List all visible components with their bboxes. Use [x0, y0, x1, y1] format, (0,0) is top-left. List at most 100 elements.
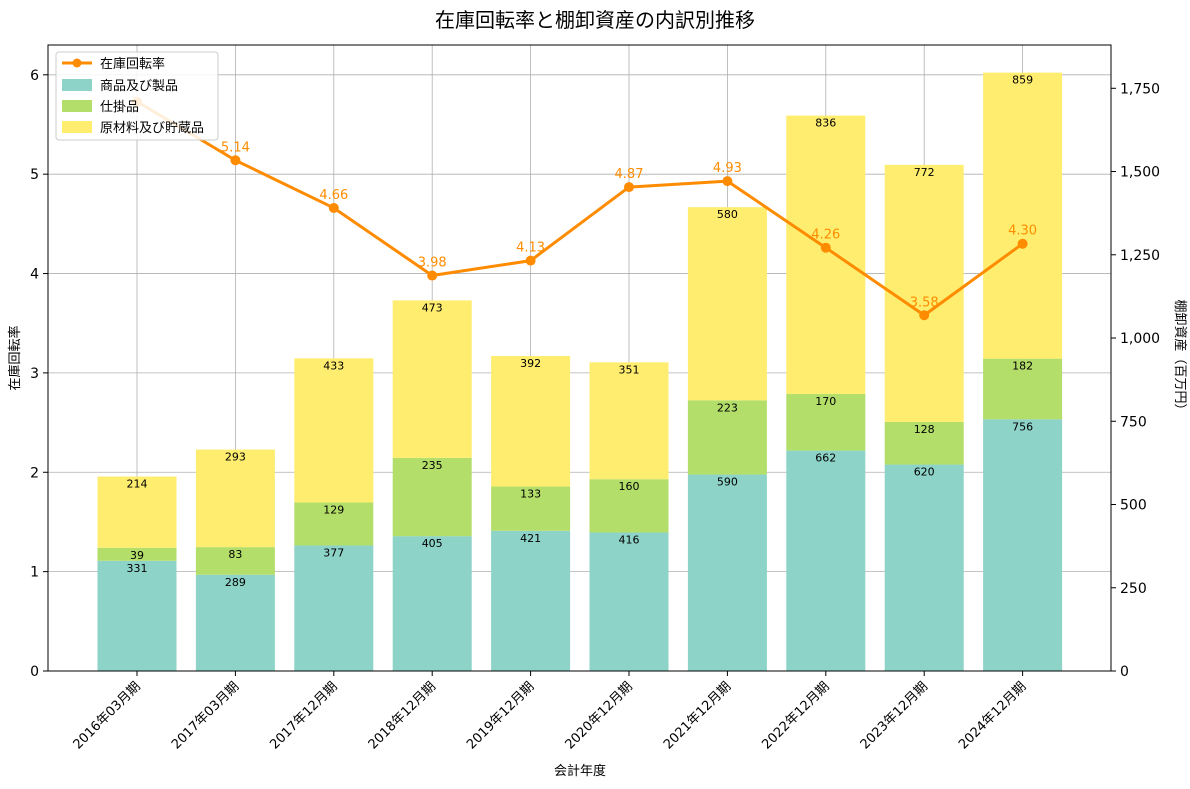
bar-segment: [687, 474, 767, 671]
y-tick-label-left: 4: [30, 267, 39, 283]
turnover-point: [328, 202, 339, 213]
x-tick-label: 2019年12月期: [464, 679, 537, 752]
turnover-point: [1017, 238, 1028, 249]
turnover-data-label: 4.26: [811, 228, 840, 243]
turnover-line-path: [136, 100, 1024, 317]
y-tick-label-left: 5: [30, 167, 39, 183]
x-tick-label: 2021年12月期: [661, 679, 734, 752]
legend-swatch: [62, 100, 92, 112]
bar-value-label: 223: [717, 401, 738, 414]
y-tick-label-right: 1,000: [1120, 331, 1160, 347]
x-tick-label: 2022年12月期: [759, 679, 832, 752]
legend-label: 仕掛品: [100, 100, 139, 115]
y-axis-label-right: 棚卸資産（百万円）: [1172, 299, 1188, 416]
y-tick-label-left: 6: [30, 68, 39, 84]
bar-value-label: 662: [815, 452, 836, 465]
bar-segment: [687, 400, 767, 475]
bar-value-label: 235: [422, 459, 443, 472]
turnover-point: [230, 155, 241, 166]
y-tick-label-right: 1,250: [1120, 248, 1160, 264]
bar-value-label: 128: [914, 423, 935, 436]
bar-value-label: 170: [815, 395, 836, 408]
bar-segment: [786, 393, 866, 451]
legend-marker: [72, 58, 82, 68]
bar-value-label: 83: [228, 548, 242, 561]
bar-value-label: 39: [130, 549, 144, 562]
bar-value-label: 405: [422, 537, 443, 550]
bar-segment: [392, 300, 472, 458]
bar-value-label: 377: [323, 546, 344, 559]
turnover-data-label: 3.98: [418, 256, 447, 271]
y-tick-label-right: 0: [1120, 664, 1129, 680]
bar-segment: [491, 530, 571, 671]
bar-segment: [884, 164, 964, 422]
y-tick-label-left: 0: [30, 664, 39, 680]
bar-segment: [589, 362, 669, 480]
y-tick-label-right: 250: [1120, 581, 1147, 597]
bar-value-label: 473: [422, 301, 443, 314]
turnover-point: [624, 182, 634, 193]
bar-value-label: 590: [717, 476, 738, 489]
bar-segment: [884, 464, 964, 671]
bar-value-label: 836: [815, 117, 836, 130]
bar-segment: [589, 532, 669, 671]
turnover-data-label: 4.93: [713, 161, 742, 176]
bar-value-label: 331: [127, 562, 148, 575]
turnover-data-label: 4.30: [1008, 224, 1037, 239]
x-tick-label: 2017年03月期: [169, 679, 242, 752]
bar-segment: [195, 449, 275, 548]
bar-segment: [589, 479, 669, 533]
turnover-data-label: 5.14: [221, 140, 250, 155]
turnover-data-label: 4.13: [516, 241, 545, 256]
bar-segment: [195, 574, 275, 671]
turnover-data-label: 4.87: [615, 167, 644, 182]
plot-frame: [47, 44, 1112, 672]
bar-segment: [491, 486, 571, 531]
bar-value-label: 392: [520, 357, 541, 370]
bar-value-label: 859: [1012, 74, 1033, 87]
bar-segment: [392, 536, 472, 671]
legend-box: [55, 51, 219, 141]
bar-segment: [786, 450, 866, 671]
legend-label: 商品及び製品: [100, 79, 178, 94]
legend-label: 原材料及び貯蔵品: [100, 121, 204, 136]
bar-value-label: 421: [520, 532, 541, 545]
bar-value-label: 433: [323, 359, 344, 372]
bar-segment: [195, 547, 275, 575]
turnover-point: [525, 255, 536, 266]
bar-value-label: 620: [914, 466, 935, 479]
turnover-data-label: 3.58: [910, 295, 939, 310]
x-tick-label: 2016年03月期: [71, 679, 144, 752]
legend-swatch: [62, 79, 92, 91]
bar-segment: [786, 115, 866, 394]
bar-segment: [687, 207, 767, 401]
turnover-data-label: 4.66: [319, 188, 348, 203]
turnover-point: [722, 176, 733, 187]
turnover-point: [820, 242, 831, 253]
bar-segment: [294, 502, 374, 546]
turnover-point: [919, 310, 930, 321]
bar-segment: [392, 457, 472, 537]
bar-value-label: 133: [520, 488, 541, 501]
chart-title: 在庫回転率と棚卸資産の内訳別推移: [435, 8, 755, 32]
bar-segment: [491, 356, 571, 487]
x-tick-label: 2024年12月期: [956, 679, 1029, 752]
turnover-point: [427, 270, 438, 281]
bar-value-label: 289: [225, 576, 246, 589]
legend-label: 在庫回転率: [100, 56, 165, 72]
bar-segment: [983, 72, 1063, 359]
y-tick-label-left: 3: [30, 366, 39, 382]
bar-value-label: 129: [323, 504, 344, 517]
bar-segment: [983, 358, 1063, 420]
bar-segment: [983, 419, 1063, 671]
stacked-bars: [97, 72, 1063, 671]
x-tick-label: 2018年12月期: [366, 679, 439, 752]
x-tick-label: 2023年12月期: [858, 679, 931, 752]
y-tick-label-left: 2: [30, 465, 39, 481]
y-tick-label-right: 1,750: [1120, 81, 1160, 97]
bar-value-label: 182: [1012, 360, 1033, 373]
bar-segment: [97, 547, 177, 561]
bar-segment: [97, 476, 177, 548]
